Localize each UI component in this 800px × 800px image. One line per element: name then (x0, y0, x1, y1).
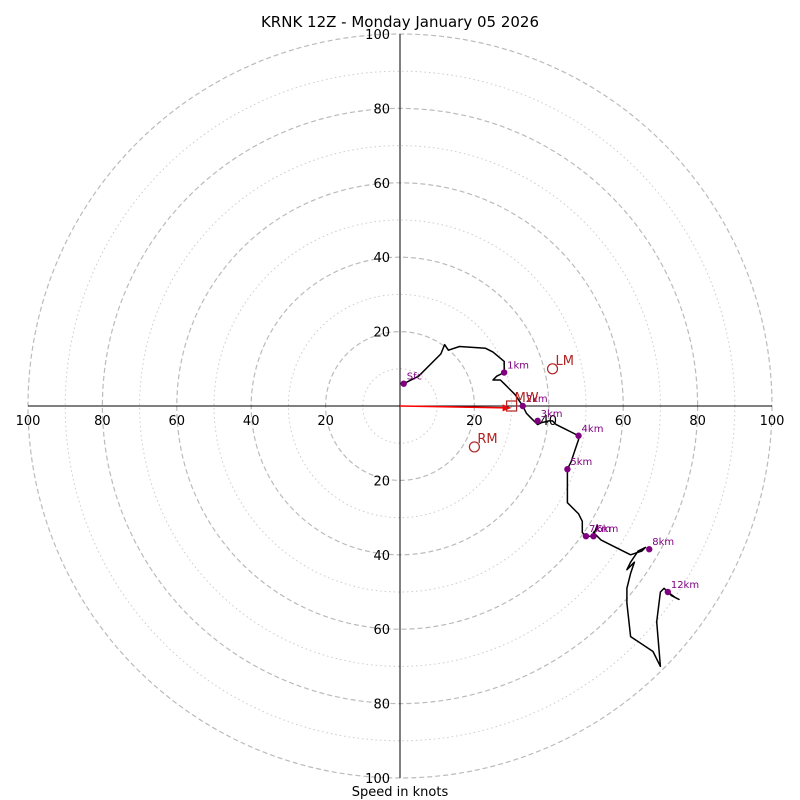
tick-label-left-100: 100 (16, 414, 41, 429)
chart-title: KRNK 12Z - Monday January 05 2026 (261, 13, 539, 31)
height-label-4km: 4km (582, 424, 604, 435)
storm-motion-marker-lm (546, 363, 559, 375)
tick-label-bottom-100: 100 (365, 772, 390, 787)
tick-label-top-40: 40 (373, 251, 390, 266)
height-marker-8km (646, 546, 653, 553)
tick-label-bottom-20: 20 (373, 474, 390, 489)
storm-motion-marker-mw (506, 400, 518, 412)
tick-label-top-20: 20 (373, 326, 390, 341)
tick-label-left-80: 80 (94, 414, 111, 429)
height-label-2km: 2km (526, 394, 548, 405)
height-label-5km: 5km (570, 457, 592, 468)
storm-motions: LM RM MW (468, 354, 574, 453)
storm-motion-label-lm: LM (556, 354, 574, 369)
storm-motion-marker-rm (468, 441, 480, 453)
height-label-8km: 8km (652, 537, 674, 548)
hodograph-trace (403, 343, 680, 668)
height-label-3km: 3km (541, 409, 563, 420)
tick-label-right-80: 80 (689, 414, 706, 429)
height-label-sfc: Sfc (407, 372, 422, 383)
height-label-6km: 6km (596, 524, 618, 535)
tick-label-left-40: 40 (243, 414, 260, 429)
height-marker-sfc (400, 380, 407, 387)
tick-label-bottom-60: 60 (373, 623, 390, 638)
hodograph-trace-layer (403, 343, 680, 668)
height-label-12km: 12km (671, 580, 699, 591)
tick-label-right-100: 100 (760, 414, 785, 429)
height-marker-4km (575, 432, 582, 439)
height-marker-12km (664, 588, 672, 596)
height-marker-5km (564, 466, 571, 473)
height-label-1km: 1km (507, 361, 529, 372)
x-axis-label: Speed in knots (352, 785, 449, 800)
height-marker-6km (590, 533, 597, 540)
storm-motion-label-rm: RM (477, 432, 497, 447)
tick-label-bottom-80: 80 (373, 698, 390, 713)
tick-label-right-60: 60 (615, 414, 632, 429)
shear-vector-line (399, 405, 506, 409)
height-marker-2km (519, 402, 526, 410)
height-marker-7km (582, 533, 590, 540)
tick-label-right-20: 20 (466, 414, 483, 429)
tick-labels: 2020202040404040606060608080808010010010… (16, 28, 785, 787)
tick-label-left-20: 20 (317, 414, 334, 429)
height-marker-1km (500, 369, 508, 376)
height-marker-3km (534, 417, 541, 425)
height-label-7km: 7km (589, 524, 611, 535)
shear-vector-layer (399, 404, 512, 412)
tick-label-left-60: 60 (169, 414, 186, 429)
tick-label-bottom-40: 40 (373, 549, 390, 564)
tick-label-top-100: 100 (365, 28, 390, 43)
tick-label-top-80: 80 (373, 102, 390, 117)
storm-motion-label-mw: MW (515, 391, 539, 406)
tick-label-top-60: 60 (373, 177, 390, 192)
